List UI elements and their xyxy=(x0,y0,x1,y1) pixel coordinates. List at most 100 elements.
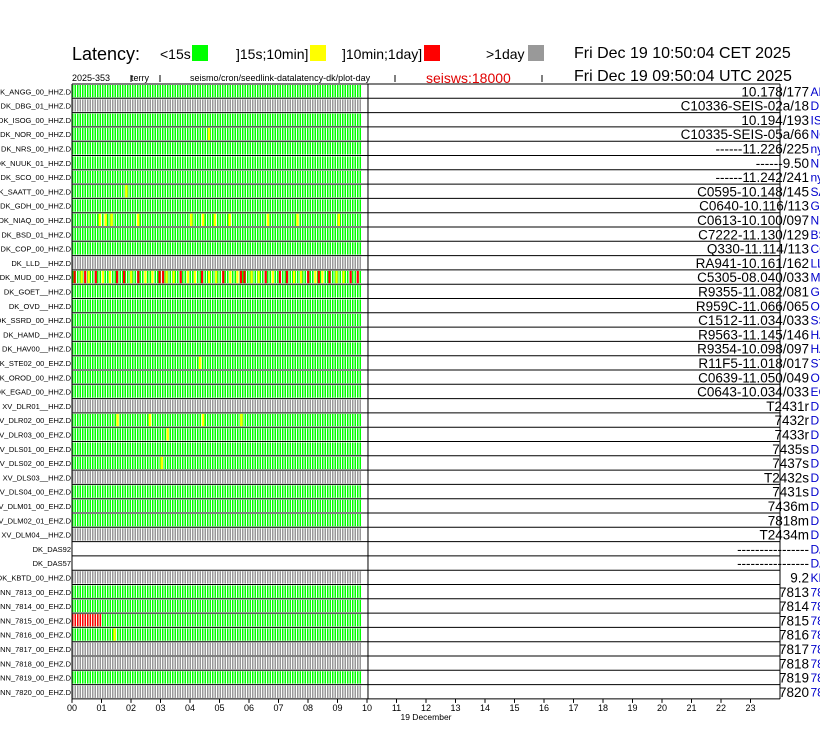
station-id: DLR02 xyxy=(811,414,820,428)
cell-mark xyxy=(80,270,83,284)
channel-label: DK_HAMD__HHZ.D xyxy=(3,330,72,339)
info-label: C0640-10.116/113 xyxy=(699,199,809,214)
cell-mark xyxy=(104,213,107,226)
cell-mark xyxy=(161,270,165,284)
station-id: OVD xyxy=(811,299,820,313)
cell-mark xyxy=(94,270,97,284)
row-STE02: DK_STE02_00_EHZ.D R11F5-11.018/017STE02 xyxy=(0,356,820,371)
info-label: 9.2 xyxy=(790,571,809,586)
cell-mark xyxy=(99,614,102,627)
station-id: HAMD xyxy=(811,328,820,342)
channel-label: DK_SAATT_00_HHZ.D xyxy=(0,187,72,196)
info-label: 7433r xyxy=(774,428,809,443)
x-tick-label: 21 xyxy=(686,703,696,713)
channel-label: DK_ISOG_00_HHZ.D xyxy=(0,116,72,125)
row-OROD: DK_OROD_00_HHZ.D C0639-11.050/049OROD xyxy=(0,370,820,385)
station-id: nyNRS xyxy=(811,142,820,156)
channel-label: XV_DLR02_00_EHZ.D xyxy=(0,416,72,425)
row-COP: DK_COP_00_HHZ.D Q330-11.114/113COP xyxy=(1,242,820,257)
server-name: seisws:18000 xyxy=(426,70,511,86)
station-id: 7813 xyxy=(811,585,820,599)
channel-label: DK_HAV00__HHZ.D xyxy=(2,345,72,354)
info-label: Q330-11.114/113 xyxy=(707,242,809,257)
row-ANGG: DK_ANGG_00_HHZ.D 10.178/177ANGG xyxy=(0,84,820,99)
channel-label: DK_DAS57 xyxy=(33,559,71,568)
cell-mark xyxy=(101,270,104,284)
channel-label: XV_DLS04_00_EHZ.D xyxy=(0,488,72,497)
info-label: ------11.242/241 xyxy=(715,170,809,185)
row-DLS02: XV_DLS02_00_EHZ.D 7437sDLS02 xyxy=(0,456,820,471)
channel-label: DK_OVD__HHZ.D xyxy=(9,302,72,311)
row-NOR: DK_NOR_00_HHZ.D C10335-SEIS-05a/66NOR xyxy=(0,127,820,142)
station-id: DLR01 xyxy=(811,399,820,413)
cell-mark xyxy=(144,270,147,284)
row-7819: NN_7819_00_EHZ.D 78197819 xyxy=(0,671,820,686)
station-id: STE02 xyxy=(811,357,820,371)
info-label: 7820 xyxy=(779,685,809,700)
cell-mark xyxy=(92,614,94,627)
x-tick-label: 09 xyxy=(332,703,342,713)
cell-mark xyxy=(222,270,225,284)
channel-label: DK_BSD_01_HHZ.D xyxy=(1,230,71,239)
x-tick-label: 01 xyxy=(96,703,106,713)
row-7814: NN_7814_00_EHZ.D 78147814 xyxy=(0,599,820,614)
row-ISOG: DK_ISOG_00_HHZ.D 10.194/193ISOG xyxy=(0,113,820,128)
info-label: C10335-SEIS-05a/66 xyxy=(681,127,809,142)
channel-label: DK_MUD_00_HHZ.D xyxy=(0,273,72,282)
station-id: nySCO xyxy=(811,171,820,185)
row-GDH: DK_GDH_00_HHZ.D C0640-10.116/113GDH xyxy=(0,199,820,214)
cell-mark xyxy=(328,270,331,284)
legend-label-delay: ]15s;10min] xyxy=(236,46,309,62)
station-id: 7817 xyxy=(811,643,820,657)
legend-label-ok: <15s xyxy=(160,46,191,62)
cell-mark xyxy=(314,270,317,284)
row-MUD: DK_MUD_00_HHZ.D C5305-08.040/033MUD xyxy=(0,270,820,285)
cell-mark xyxy=(123,270,126,284)
x-tick-label: 13 xyxy=(450,703,460,713)
channel-label: DK_NRS_00_HHZ.D xyxy=(1,145,72,154)
x-tick-label: 08 xyxy=(303,703,313,713)
station-id: DLM02 xyxy=(811,514,820,528)
cell-mark xyxy=(108,270,112,284)
cell-mark xyxy=(113,628,116,641)
row-NIAQ: DK_NIAQ_00_HHZ.D C0613-10.100/097NIAQ xyxy=(0,213,820,228)
channel-label: XV_DLS03__HHZ.D xyxy=(3,473,72,482)
cell-mark xyxy=(87,614,89,627)
station-id: DLS03 xyxy=(811,471,820,485)
x-tick-label: 17 xyxy=(568,703,578,713)
channel-label: DK_NIAQ_00_HHZ.D xyxy=(0,216,72,225)
year-day: 2025-353 xyxy=(72,73,111,83)
x-tick-label: 18 xyxy=(598,703,608,713)
cell-mark xyxy=(307,270,310,284)
cell-mark xyxy=(243,270,246,284)
row-DLS04: XV_DLS04_00_EHZ.D 7431sDLS04 xyxy=(0,485,820,500)
row-DLS03: XV_DLS03__HHZ.D T2432sDLS03 xyxy=(3,470,820,485)
station-id: GOET xyxy=(811,285,820,299)
cell-mark xyxy=(292,270,296,284)
info-label: R9563-11.145/146 xyxy=(698,327,809,342)
cell-mark xyxy=(200,270,204,284)
cell-mark xyxy=(300,270,303,284)
station-id: DLS04 xyxy=(811,485,820,499)
cell-mark xyxy=(148,413,152,427)
channel-label: DK_SCO_00_HHZ.D xyxy=(1,173,72,182)
station-id: 7819 xyxy=(811,671,820,685)
info-label: C0595-10.148/145 xyxy=(697,184,809,199)
row-KBTD: DK_KBTD_00_HHZ.D 9.2KBTD xyxy=(0,571,820,586)
station-id: BSD xyxy=(811,228,820,242)
station-id: GDH xyxy=(811,199,820,213)
cell-mark xyxy=(278,270,281,284)
cell-mark xyxy=(250,270,253,284)
info-label: 7818m xyxy=(768,513,809,528)
row-NUUK: DK_NUUK_01_HHZ.D ------9.50NUUK xyxy=(0,156,820,171)
row-7813: NN_7813_00_EHZ.D 78137813 xyxy=(0,585,820,600)
row-7818: NN_7818_00_EHZ.D 78187818 xyxy=(0,656,820,671)
row-7820: NN_7820_00_EHZ.D 78207820 xyxy=(0,685,820,700)
row-DLS01: XV_DLS01_00_EHZ.D 7435sDLS01 xyxy=(0,442,820,457)
channel-label: NN_7813_00_EHZ.D xyxy=(0,588,71,597)
cell-mark xyxy=(160,456,163,470)
cell-mark xyxy=(151,270,154,284)
station-id: NUUK xyxy=(811,156,820,170)
channel-label: NN_7817_00_EHZ.D xyxy=(0,645,71,654)
cell-mark xyxy=(317,270,320,284)
